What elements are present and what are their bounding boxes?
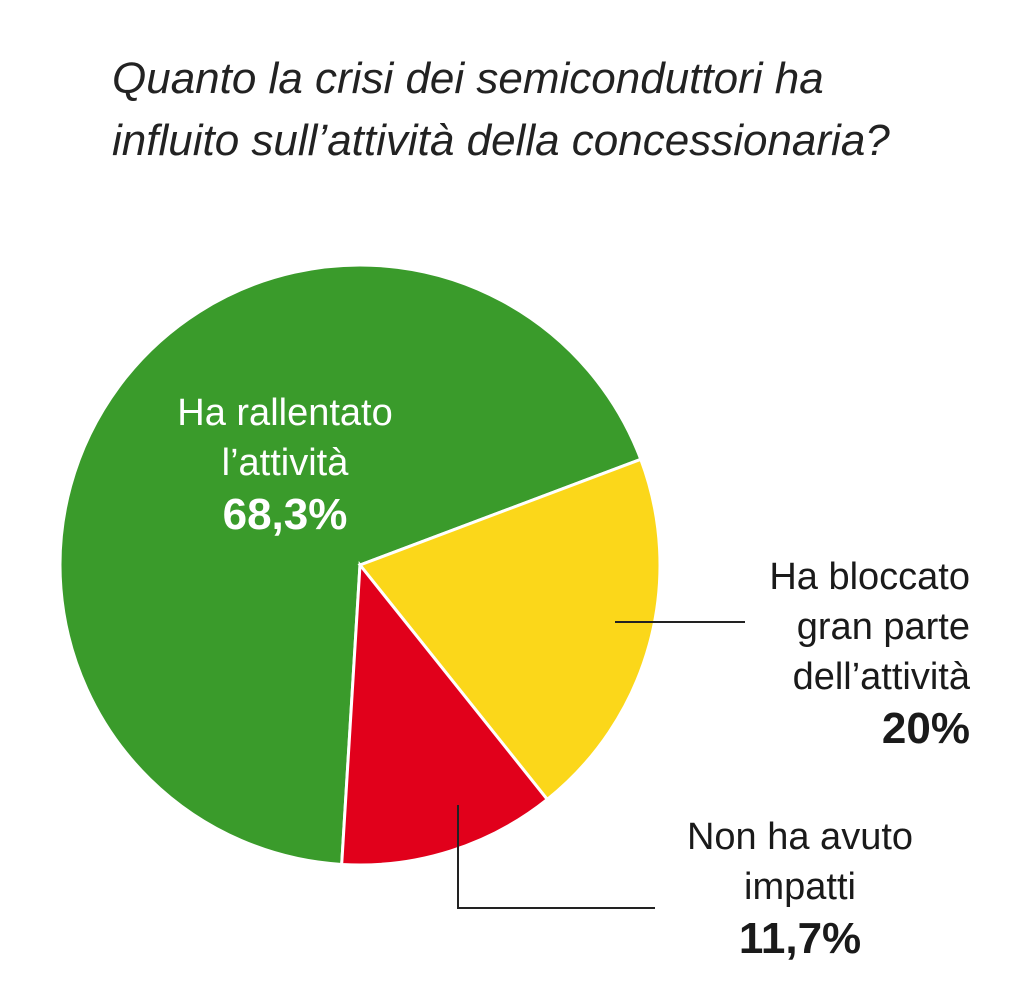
slice-label: Ha rallentato l’attività 68,3% (150, 388, 420, 542)
value-label: 20% (881, 704, 970, 753)
chart-title: Quanto la crisi dei semiconduttori ha in… (112, 54, 890, 165)
category-label: Non ha avuto impatti (686, 816, 914, 908)
slice-label: Ha bloccato gran parte dell’attività 20% (740, 552, 970, 756)
pie-slice (340, 561, 550, 867)
category-label: Ha bloccato gran parte dell’attività (769, 556, 970, 698)
pie (58, 263, 662, 867)
value-label: 11,7% (738, 914, 862, 963)
pie-slice (357, 457, 662, 802)
leader-line (457, 805, 655, 909)
pie-slice (58, 263, 643, 867)
category-label: Ha rallentato l’attività (177, 392, 393, 484)
slice-label: Non ha avuto impatti 11,7% (665, 812, 935, 966)
value-label: 68,3% (222, 490, 348, 539)
